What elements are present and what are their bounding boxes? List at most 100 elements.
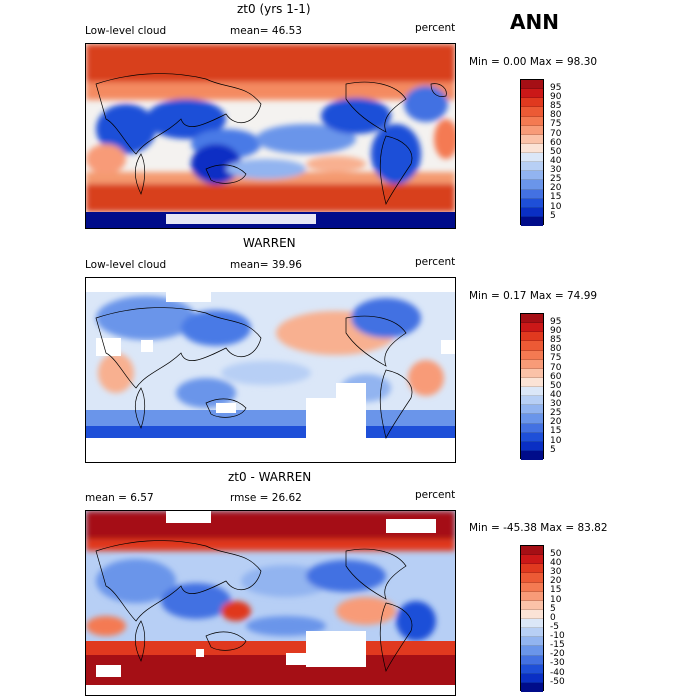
colorbar-segment	[521, 377, 543, 387]
colorbar-segment	[521, 116, 543, 126]
colorbar-tick-label: 20	[550, 576, 562, 586]
colorbar-tick-label: 15	[550, 426, 562, 436]
colorbar-tick-label: 60	[550, 138, 562, 148]
colorbar-segment	[521, 405, 543, 415]
colorbar-segment	[521, 207, 543, 217]
colorbar-segment	[521, 619, 543, 629]
colorbar-segment	[521, 143, 543, 153]
colorbar-tick-label: 20	[550, 183, 562, 193]
colorbar-segment	[521, 555, 543, 565]
colorbar-segment	[521, 628, 543, 638]
panel-3-mean-label: mean = 6.57	[85, 492, 154, 504]
colorbar-tick-label: -5	[550, 622, 559, 632]
colorbar-tick-label: 15	[550, 192, 562, 202]
colorbar-tick-label: 15	[550, 585, 562, 595]
colorbar-tick-label: 50	[550, 549, 562, 559]
colorbar-segment	[521, 153, 543, 163]
panel-1-variable-label: Low-level cloud	[85, 25, 167, 37]
colorbar-tick-label: 30	[550, 567, 562, 577]
colorbar-segment	[521, 125, 543, 135]
colorbar-segment	[521, 98, 543, 108]
panel-2-title: WARREN	[243, 236, 296, 250]
colorbar-segment	[521, 564, 543, 574]
colorbar-segment	[521, 682, 543, 692]
colorbar-tick-label: 50	[550, 147, 562, 157]
panel-1-title: zt0 (yrs 1-1)	[237, 2, 311, 16]
panel-1-mean-label: mean= 46.53	[230, 25, 302, 37]
colorbar-segment	[521, 387, 543, 397]
colorbar-tick-label: 25	[550, 174, 562, 184]
colorbar-segment	[521, 591, 543, 601]
colorbar-tick-label: 5	[550, 445, 556, 455]
colorbar-segment	[521, 134, 543, 144]
colorbar-tick-label: 80	[550, 110, 562, 120]
panel-3-colorbar	[520, 545, 544, 692]
colorbar-tick-label: 75	[550, 353, 562, 363]
colorbar-segment	[521, 450, 543, 460]
colorbar-segment	[521, 189, 543, 199]
colorbar-tick-label: 10	[550, 202, 562, 212]
panel-2-colorbar	[520, 313, 544, 460]
colorbar-tick-label: 70	[550, 363, 562, 373]
colorbar-tick-label: 85	[550, 335, 562, 345]
colorbar-segment	[521, 600, 543, 610]
colorbar-segment	[521, 441, 543, 451]
panel-2-units-label: percent	[415, 256, 456, 268]
colorbar-segment	[521, 89, 543, 99]
colorbar-tick-label: 25	[550, 408, 562, 418]
colorbar-tick-label: 0	[550, 613, 556, 623]
colorbar-segment	[521, 350, 543, 360]
colorbar-segment	[521, 582, 543, 592]
colorbar-tick-label: 10	[550, 436, 562, 446]
panel-2-mean-label: mean= 39.96	[230, 259, 302, 271]
colorbar-tick-label: -30	[550, 658, 565, 668]
colorbar-segment	[521, 432, 543, 442]
panel-2-minmax-label: Min = 0.17 Max = 74.99	[469, 290, 598, 302]
colorbar-segment	[521, 180, 543, 190]
colorbar-tick-label: 40	[550, 156, 562, 166]
colorbar-segment	[521, 341, 543, 351]
colorbar-segment	[521, 423, 543, 433]
colorbar-tick-label: 50	[550, 381, 562, 391]
colorbar-segment	[521, 198, 543, 208]
colorbar-segment	[521, 216, 543, 226]
panel-3-rmse-label: rmse = 26.62	[230, 492, 302, 504]
panel-1-units-label: percent	[415, 22, 456, 34]
colorbar-segment	[521, 655, 543, 665]
colorbar-tick-label: 90	[550, 326, 562, 336]
colorbar-segment	[521, 107, 543, 117]
colorbar-tick-label: 75	[550, 119, 562, 129]
colorbar-tick-label: 90	[550, 92, 562, 102]
colorbar-segment	[521, 171, 543, 181]
panel-2-map	[85, 277, 456, 463]
colorbar-segment	[521, 546, 543, 556]
colorbar-segment	[521, 637, 543, 647]
colorbar-tick-label: 40	[550, 390, 562, 400]
colorbar-tick-label: -15	[550, 640, 565, 650]
colorbar-tick-label: -10	[550, 631, 565, 641]
panel-1-map	[85, 43, 456, 229]
colorbar-segment	[521, 573, 543, 583]
colorbar-segment	[521, 323, 543, 333]
panel-2-variable-label: Low-level cloud	[85, 259, 167, 271]
colorbar-segment	[521, 664, 543, 674]
colorbar-segment	[521, 396, 543, 406]
colorbar-tick-label: 10	[550, 595, 562, 605]
panel-3-title: zt0 - WARREN	[228, 470, 312, 484]
colorbar-segment	[521, 332, 543, 342]
panel-3-map	[85, 510, 456, 696]
colorbar-segment	[521, 162, 543, 172]
colorbar-segment	[521, 368, 543, 378]
colorbar-tick-label: 95	[550, 317, 562, 327]
colorbar-segment	[521, 673, 543, 683]
colorbar-segment	[521, 314, 543, 324]
colorbar-tick-label: 60	[550, 372, 562, 382]
colorbar-tick-label: 5	[550, 211, 556, 221]
colorbar-tick-label: 85	[550, 101, 562, 111]
colorbar-tick-label: 70	[550, 129, 562, 139]
panel-1-minmax-label: Min = 0.00 Max = 98.30	[469, 56, 598, 68]
colorbar-segment	[521, 80, 543, 90]
colorbar-segment	[521, 609, 543, 619]
colorbar-tick-label: -20	[550, 649, 565, 659]
panel-3-units-label: percent	[415, 489, 456, 501]
